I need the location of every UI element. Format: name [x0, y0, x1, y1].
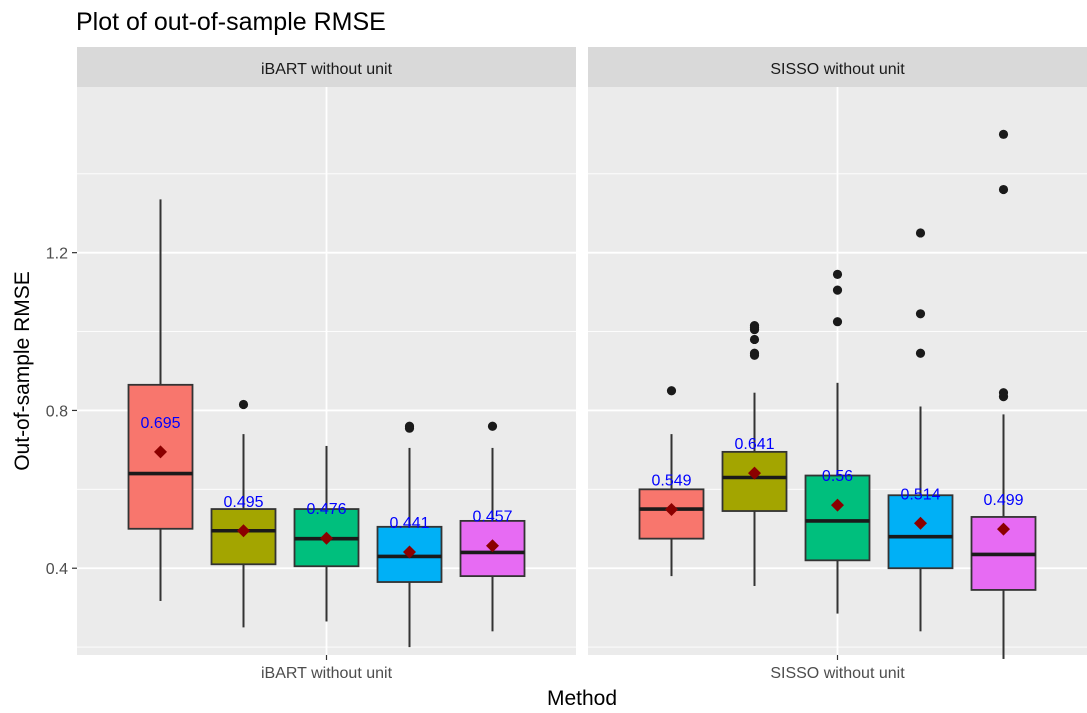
panel-2-box-1-mean-marker [665, 502, 678, 516]
panel-2-box-3-outlier [832, 317, 843, 327]
y-axis-title: Out-of-sample RMSE [11, 271, 34, 471]
y-tick-label: 1.2 [46, 246, 68, 263]
panel-2-box-3-mean-marker [831, 498, 844, 512]
panel-1-box-5-mean-label: 0.457 [472, 509, 512, 526]
y-tick-label: 0.8 [46, 403, 68, 420]
panel-2-box-2-rect [721, 450, 788, 512]
panel-2-box-4-outlier [915, 228, 926, 238]
panel-1-strip [77, 47, 576, 87]
panel-2-box-5-outlier [998, 184, 1009, 195]
panel-2-box-1-mean-label: 0.549 [651, 472, 691, 489]
panel-2-box-3-rect [804, 474, 871, 562]
panel-1-box-4-outlier [404, 421, 415, 431]
panel-1-box-4-mean-label: 0.441 [389, 515, 429, 532]
panel-2-box-2-mean-label: 0.641 [734, 436, 774, 453]
panel-1-box-3-mean-marker [320, 531, 333, 545]
panel-2-box-5-mean-marker [997, 522, 1010, 536]
panel-2-box-4-rect [887, 494, 954, 570]
panel-2-box-1-outlier [666, 386, 677, 396]
panel-2-box-2-outlier [749, 334, 760, 345]
panel-1-box-5-outlier [487, 421, 498, 431]
panel-2-box-3-mean-label: 0.56 [822, 468, 853, 485]
panel-1-box-3-mean-label: 0.476 [306, 501, 346, 518]
x-axis-title: Method [547, 687, 617, 710]
chart-title: Plot of out-of-sample RMSE [76, 8, 386, 36]
panel-1-strip-label: iBART without unit [261, 61, 393, 78]
panel-2-box-4-outlier [915, 309, 926, 319]
panel-2-box-4-outlier [915, 348, 926, 358]
panel-2-box-2-mean-marker [748, 466, 761, 480]
panel-2-strip [588, 47, 1087, 87]
panel-2-box-5-mean-label: 0.499 [983, 492, 1023, 509]
panel-2-strip-label: SISSO without unit [770, 61, 905, 78]
panel-2-box-5-outlier [998, 129, 1009, 139]
panel-1-box-1-mean-label: 0.695 [140, 415, 180, 432]
panel-1-x-tick-label: iBART without unit [261, 665, 393, 682]
panel-1-box-4-mean-marker [403, 545, 416, 559]
panel-1-box-2-mean-marker [237, 524, 250, 538]
panel-1-box-1-mean-marker [154, 445, 167, 459]
panel-2-x-tick-label: SISSO without unit [770, 665, 905, 682]
panel-1-box-2-mean-label: 0.495 [223, 494, 263, 511]
panel-2-box-3-outlier [832, 269, 843, 279]
panel-2-box-4-mean-marker [914, 516, 927, 530]
panel-2-box-2-outlier [749, 321, 760, 331]
panel-1-box-5-mean-marker [486, 539, 499, 553]
panel-2-box-5-outlier [998, 388, 1009, 398]
panel-2-box-2-outlier [749, 348, 760, 358]
panel-1-box-2-outlier [238, 399, 249, 410]
panel-2-box-3-outlier [832, 285, 843, 295]
y-tick-label: 0.4 [46, 561, 68, 578]
panel-2-box-4-mean-label: 0.514 [900, 486, 940, 503]
